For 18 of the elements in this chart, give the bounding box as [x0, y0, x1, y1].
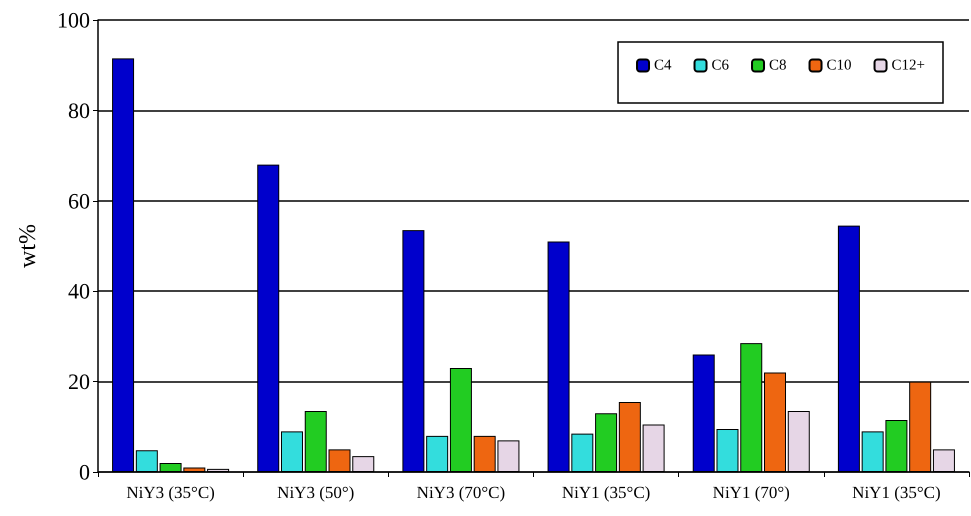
- x-tick-label: NiY1 (35°C): [562, 483, 650, 502]
- legend-label: C4: [654, 58, 672, 74]
- y-tick-label: 80: [68, 98, 90, 123]
- y-tick-label: 0: [79, 460, 90, 484]
- legend-label: C12+: [892, 58, 926, 74]
- y-axis-title: wt%: [15, 224, 41, 268]
- x-tick-label: NiY1 (35°C): [852, 483, 941, 502]
- x-tick-label: NiY1 (70°): [712, 483, 790, 502]
- y-tick-label: 60: [68, 188, 90, 214]
- x-tick-label: NiY3 (35°C): [126, 483, 215, 502]
- legend-label: C8: [769, 58, 787, 74]
- x-tick-label: NiY3 (70°C): [416, 483, 506, 502]
- legend-label: C10: [826, 58, 852, 74]
- y-tick-label: 40: [68, 278, 90, 304]
- y-tick-label: 20: [68, 369, 90, 394]
- y-tick-label: 100: [57, 8, 90, 32]
- x-tick-label: NiY3 (50°): [277, 483, 354, 502]
- legend-label: C6: [712, 58, 730, 74]
